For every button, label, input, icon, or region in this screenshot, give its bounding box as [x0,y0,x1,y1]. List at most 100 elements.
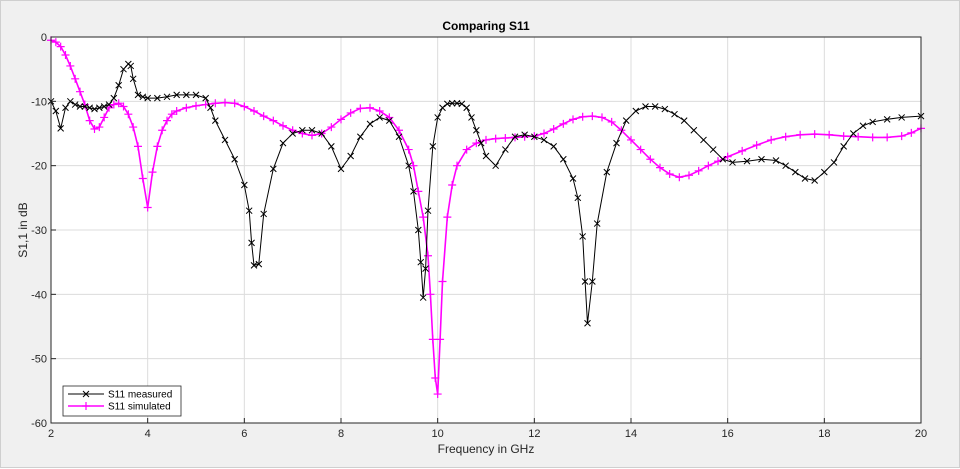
x-tick-label: 18 [818,428,830,440]
s11-measured-point [830,159,838,166]
tick-labels: 2 4 6 8 10 12 14 16 18 20 0 -10 -20 -30 -40 -50 -60 [31,32,927,440]
s11-simulated-point [95,123,104,132]
s11-measured-point [651,103,659,110]
s11-measured-point [613,139,620,147]
s11-simulated-point [578,112,587,121]
s11-simulated-point [375,106,384,115]
s11-measured-point [86,104,94,112]
s11-simulated-point [607,117,616,126]
series-layer [47,36,925,399]
s11-measured-point [511,133,519,141]
s11-measured-point [584,319,591,327]
s11-measured-point [671,110,678,118]
s11-measured-point [883,115,891,123]
s11-measured-point [134,91,142,99]
s11-measured-point [405,162,413,170]
s11-measured-point [579,233,587,240]
s11-measured-point [410,188,417,195]
s11-measured-point [100,103,108,110]
s11-measured-point [207,104,214,112]
s11-measured-point [530,133,538,141]
legend-marker-s11-measured [82,390,90,398]
s11-simulated-point [482,135,490,144]
x-tick-label: 2 [48,428,54,440]
s11-measured-point [255,260,263,268]
s11-measured-point [743,157,751,165]
s11-measured-point [62,104,69,112]
s11-measured-point [337,165,345,173]
s11-simulated-point [810,130,819,139]
s11-measured-point [458,100,466,108]
s11-measured-point [376,114,384,121]
s11-measured-series [47,60,925,327]
y-axis-label: S1,1 in dB [16,202,30,257]
s11-simulated-point [172,106,181,115]
s11-measured-point [76,103,84,110]
s11-simulated-point [426,290,435,299]
s11-simulated-point [839,132,848,141]
s11-simulated-point [472,139,481,148]
x-axis-label: Frequency in GHz [438,442,535,456]
s11-measured-point [898,114,906,121]
s11-measured-point [729,159,736,166]
s11-measured-point [115,81,123,89]
s11-measured-point [424,207,432,215]
chart-title: Comparing S11 [442,19,530,33]
s11-measured-point [550,143,558,150]
y-tick-label: -50 [31,354,47,366]
s11-simulated-line [50,39,922,395]
s11-simulated-point [868,133,877,142]
s11-simulated-point [269,116,278,125]
s11-measured-point [231,155,239,163]
s11-measured-point [501,146,509,153]
s11-measured-point [622,117,630,124]
s11-simulated-point [201,100,210,109]
s11-simulated-point [85,116,94,125]
s11-measured-point [632,107,640,115]
s11-measured-point [680,117,688,124]
s11-measured-point [57,124,65,132]
s11-measured-point [66,97,74,105]
s11-measured-point [811,177,819,184]
s11-measured-point [642,103,649,110]
s11-measured-point [472,126,480,134]
s11-measured-point [95,104,103,112]
s11-simulated-point [752,141,761,150]
y-tick-label: -30 [31,225,47,237]
s11-measured-point [690,126,698,134]
s11-measured-point [144,94,152,102]
y-tick-label: 0 [41,32,47,44]
s11-measured-point [139,93,147,101]
s11-measured-point [327,143,335,150]
s11-simulated-point [767,135,776,144]
s11-measured-point [248,239,255,247]
s11-simulated-point [90,124,99,133]
s11-measured-point [52,107,60,115]
s11-measured-point [477,139,485,147]
s11-measured-point [414,226,422,234]
s11-simulated-point [424,251,432,260]
s11-measured-point [859,122,867,130]
s11-measured-point [540,136,548,144]
s11-simulated-point [61,51,70,60]
s11-measured-point [356,133,364,141]
s11-measured-point [105,101,113,108]
s11-simulated-point [259,112,268,121]
s11-simulated-point [337,115,345,124]
s11-simulated-point [250,106,258,115]
s11-simulated-point [129,123,138,132]
s11-simulated-point [346,108,355,117]
s11-simulated-point [428,335,437,344]
s11-measured-point [182,91,190,99]
s11-measured-point [260,210,268,218]
s11-simulated-point [395,126,403,135]
x-tick-label: 12 [528,428,540,440]
s11-measured-point [772,157,780,164]
x-tick-label: 4 [145,428,151,440]
s11-measured-point [71,101,79,108]
s11-simulated-point [540,129,548,138]
s11-simulated-point [448,180,457,189]
s11-simulated-point [143,203,152,212]
s11-simulated-point [549,124,558,133]
